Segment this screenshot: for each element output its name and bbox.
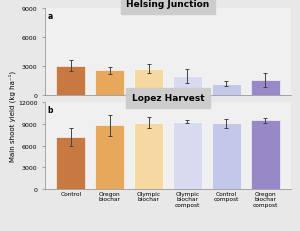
Title: Lopez Harvest: Lopez Harvest [132, 94, 204, 103]
Bar [95, 126, 124, 189]
Text: a: a [47, 12, 53, 21]
Bar [134, 69, 163, 96]
Bar [212, 84, 241, 96]
Text: Main shoot yield (kg ha⁻¹): Main shoot yield (kg ha⁻¹) [8, 70, 16, 161]
Bar [250, 80, 280, 96]
Bar [95, 71, 124, 96]
Bar [56, 137, 86, 189]
Bar [134, 123, 163, 189]
Bar [212, 124, 241, 189]
Bar [173, 122, 202, 189]
Title: Helsing Junction: Helsing Junction [126, 0, 210, 9]
Bar [56, 67, 86, 96]
Bar [173, 77, 202, 96]
Text: b: b [47, 105, 53, 114]
Bar [250, 121, 280, 189]
